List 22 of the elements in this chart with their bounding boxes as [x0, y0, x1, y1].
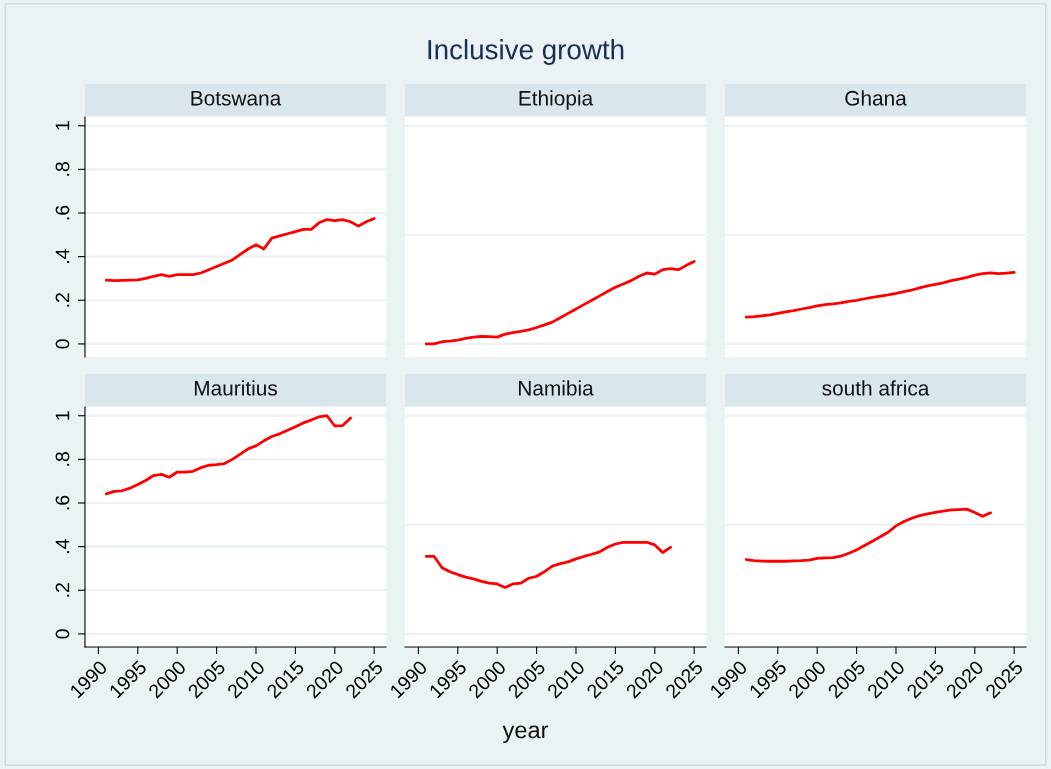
y-tick-label: 1: [55, 411, 70, 420]
chart-title: Namibia: [519, 380, 594, 396]
chart-title: Ghana: [845, 90, 907, 106]
y-tick-label: .4: [55, 249, 70, 263]
y-tick-label: .8: [55, 162, 70, 176]
y-tick-label: .8: [55, 452, 70, 466]
y-tick-label: .2: [55, 583, 70, 597]
line-series: [104, 217, 376, 283]
y-tick-label: 0: [55, 339, 70, 349]
y-tick-label: .6: [55, 495, 70, 510]
chart-title: south africa: [822, 380, 930, 396]
y-tick-label: .4: [55, 539, 70, 553]
line-series: [104, 414, 352, 496]
y-tick-label: .6: [55, 205, 70, 220]
y-tick-label: 0: [55, 629, 70, 639]
chart-title: Botswana: [191, 91, 282, 106]
chart-title: Ethiopia: [519, 90, 594, 110]
y-tick-label: .2: [55, 293, 70, 307]
text: year: [502, 725, 549, 744]
y-tick-label: 1: [55, 121, 70, 130]
chart-title: Mauritius: [194, 380, 278, 396]
text: Inclusive growth: [428, 39, 624, 65]
